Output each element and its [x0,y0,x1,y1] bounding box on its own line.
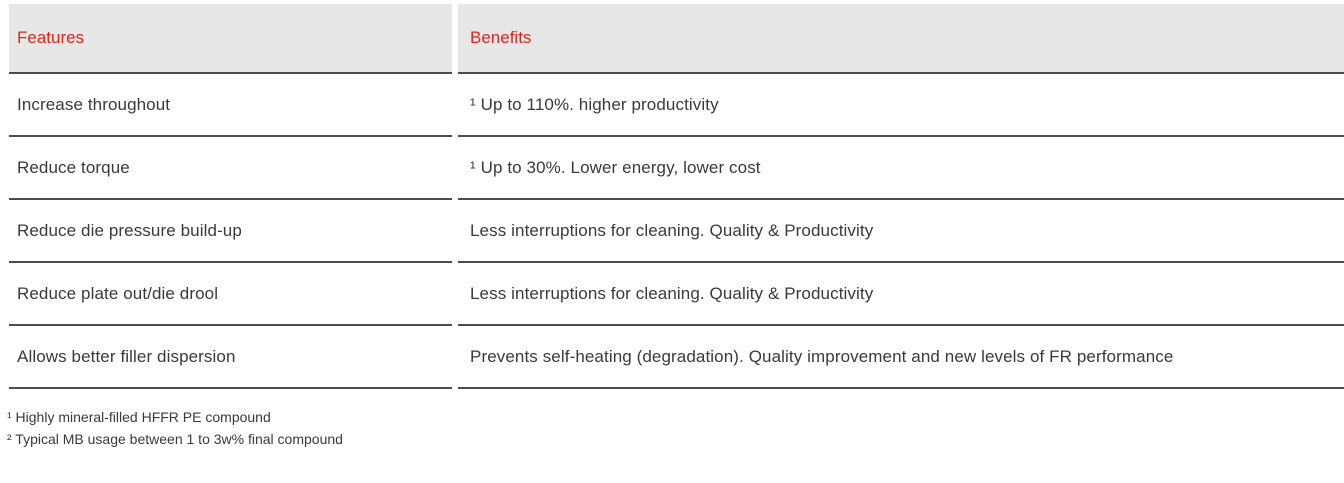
column-header-features-label: Features [17,28,85,47]
feature-cell: Increase throughout [9,74,452,137]
feature-cell: Reduce plate out/die drool [9,263,452,326]
benefit-cell: Less interruptions for cleaning. Quality… [458,200,1344,263]
footnotes: ¹ Highly mineral-filled HFFR PE compound… [0,406,1344,450]
benefit-cell: ¹ Up to 30%. Lower energy, lower cost [458,137,1344,200]
table-row: Reduce plate out/die drool Less interrup… [9,263,1344,326]
footnote-2: ² Typical MB usage between 1 to 3w% fina… [7,431,343,447]
feature-cell: Allows better filler dispersion [9,326,452,389]
column-header-features: Features [9,4,452,74]
feature-text: Increase throughout [17,94,171,114]
table-row: Reduce die pressure build-up Less interr… [9,200,1344,263]
column-header-benefits: Benefits [458,4,1344,74]
benefit-text: ¹ Up to 30%. Lower energy, lower cost [470,157,761,177]
table-row: Reduce torque ¹ Up to 30%. Lower energy,… [9,137,1344,200]
benefit-text: Prevents self-heating (degradation). Qua… [470,346,1174,366]
feature-text: Reduce plate out/die drool [17,283,219,303]
table-header-row: Features Benefits [9,4,1344,74]
column-header-benefits-label: Benefits [470,28,532,47]
benefit-text: Less interruptions for cleaning. Quality… [470,283,874,303]
benefit-cell: Prevents self-heating (degradation). Qua… [458,326,1344,389]
feature-text: Reduce die pressure build-up [17,220,242,240]
feature-cell: Reduce torque [9,137,452,200]
feature-cell: Reduce die pressure build-up [9,200,452,263]
benefit-text: ¹ Up to 110%. higher productivity [470,94,719,114]
benefit-cell: Less interruptions for cleaning. Quality… [458,263,1344,326]
benefit-cell: ¹ Up to 110%. higher productivity [458,74,1344,137]
table-row: Increase throughout ¹ Up to 110%. higher… [9,74,1344,137]
feature-text: Reduce torque [17,157,130,177]
table-row: Allows better filler dispersion Prevents… [9,326,1344,389]
feature-text: Allows better filler dispersion [17,346,236,366]
benefit-text: Less interruptions for cleaning. Quality… [470,220,874,240]
features-benefits-table: Features Benefits Increase throughout ¹ … [9,4,1344,389]
footnote-1: ¹ Highly mineral-filled HFFR PE compound [7,409,271,425]
